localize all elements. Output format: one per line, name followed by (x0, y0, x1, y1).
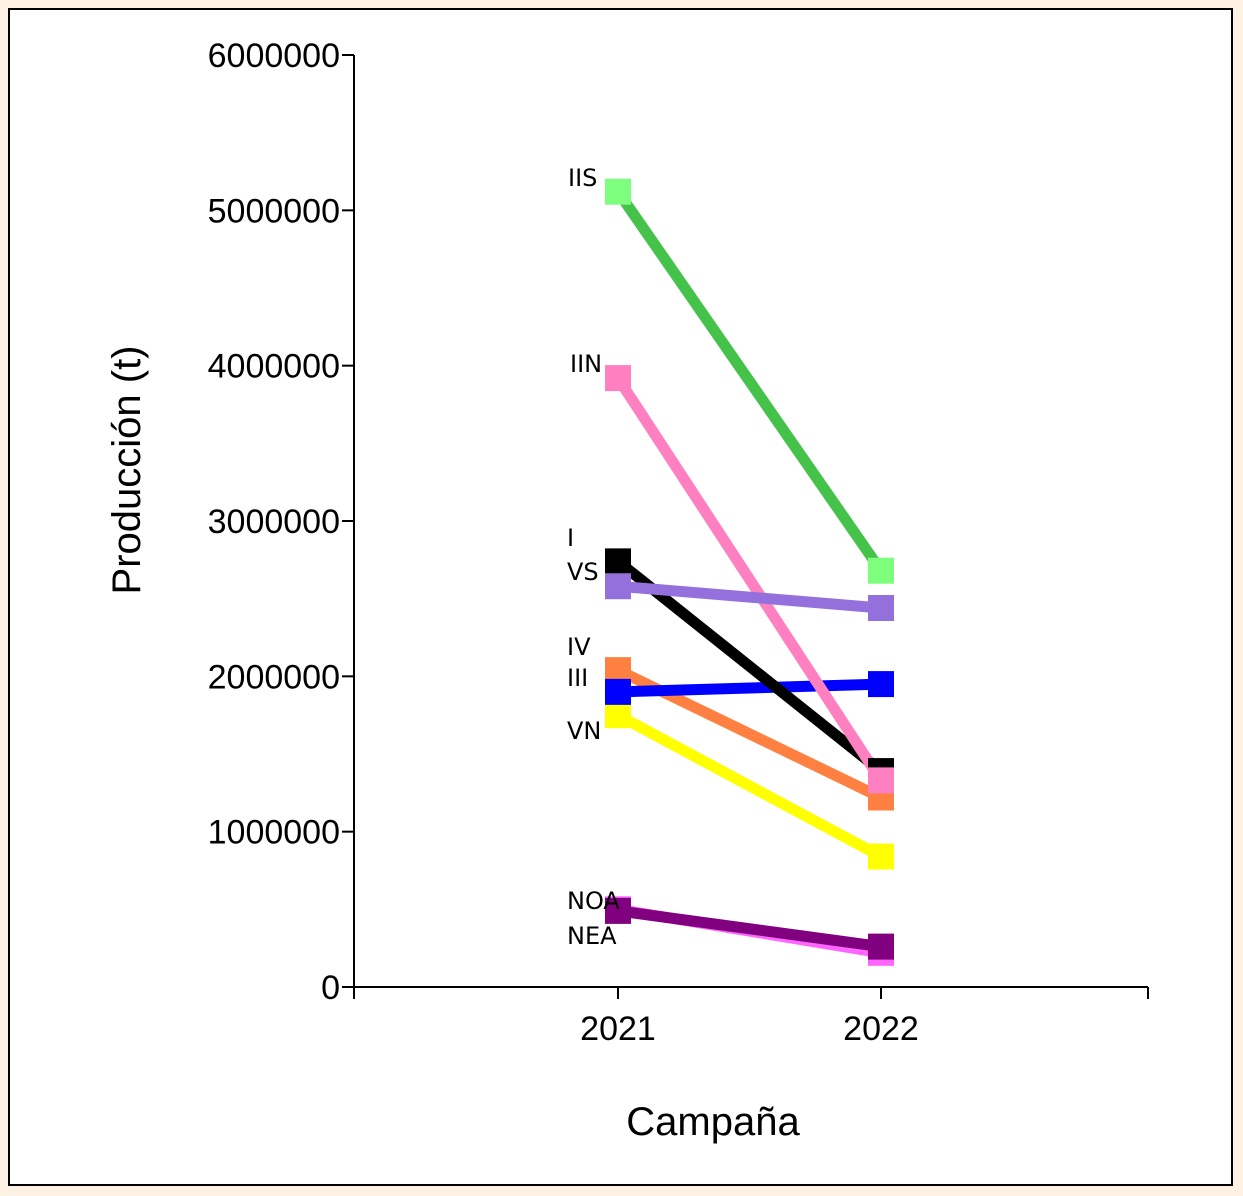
y-tick-label: 0 (321, 969, 340, 1007)
marker-iii-2022 (868, 671, 894, 698)
series-label-i: I (567, 524, 574, 552)
series-label-noa: NOA (567, 887, 620, 915)
series-label-vn: VN (567, 717, 601, 745)
series-label-iv: IV (567, 633, 591, 661)
series-label-nea: NEA (567, 922, 617, 950)
y-tick-label: 4000000 (208, 348, 340, 386)
marker-iii-2021 (605, 678, 631, 705)
series-label-iii: III (567, 664, 588, 692)
y-tick-label: 6000000 (208, 37, 340, 75)
series-label-iis: IIS (568, 164, 597, 192)
y-axis-title: Producción (t) (105, 346, 149, 595)
series-line-nea (617, 905, 882, 953)
series-line-iii (617, 678, 882, 698)
marker-vs-2022 (868, 594, 894, 621)
x-tick-label: 2021 (580, 1010, 656, 1048)
marker-i-2021 (605, 548, 631, 575)
y-tick-label: 3000000 (208, 503, 340, 541)
series-label-iin: IIN (570, 350, 602, 378)
series-markers (605, 178, 894, 966)
marker-vs-2021 (605, 573, 631, 600)
x-tick-label: 2022 (843, 1010, 919, 1048)
marker-nea-2022 (868, 933, 894, 960)
series-line-vs (617, 580, 882, 614)
x-axis-title: Campaña (626, 1100, 800, 1144)
marker-iis-2021 (605, 178, 631, 205)
marker-nea-2021 (605, 897, 631, 924)
axes: 0 1000000 2000000 3000000 4000000 5000000 6000… (208, 37, 1149, 1048)
series-labels: IIS IIN I VS IV III VN NOA NEA (567, 164, 620, 950)
marker-iis-2022 (868, 557, 894, 584)
y-tick-label: 1000000 (208, 814, 340, 852)
series-line-iin (613, 375, 886, 784)
series-line-iis (613, 188, 886, 574)
series-lines (613, 188, 886, 959)
y-tick-label: 5000000 (208, 192, 340, 230)
series-label-vs: VS (567, 558, 599, 586)
series-line-vn (615, 710, 884, 862)
marker-iin-2022 (868, 767, 894, 794)
marker-vn-2021 (605, 702, 631, 729)
marker-iin-2021 (605, 365, 631, 392)
marker-iv-2021 (605, 657, 631, 684)
series-line-i (614, 557, 885, 776)
y-tick-label: 2000000 (208, 658, 340, 696)
marker-vn-2022 (868, 843, 894, 870)
